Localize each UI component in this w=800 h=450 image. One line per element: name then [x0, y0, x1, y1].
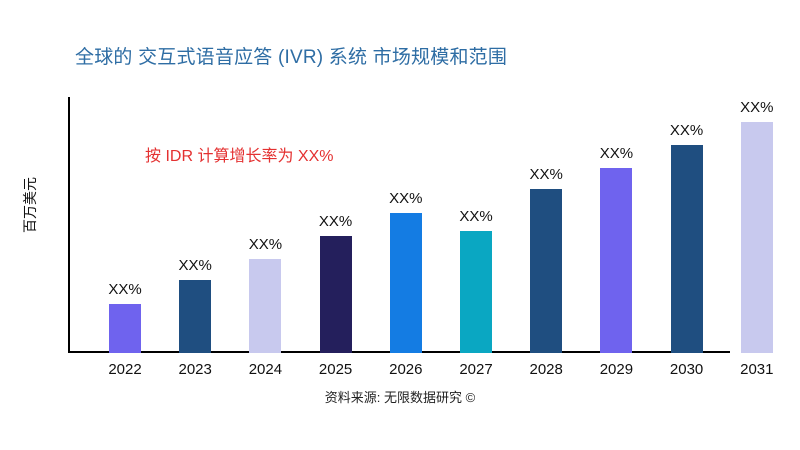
y-axis-label: 百万美元 — [22, 177, 38, 233]
bar — [249, 259, 282, 353]
growth-rate-annotation: 按 IDR 计算增长率为 XX% — [145, 148, 334, 165]
bar-value-label: XX% — [669, 121, 704, 139]
y-axis-line — [68, 97, 70, 353]
x-tick-label: 2027 — [459, 361, 493, 378]
x-tick-label: 2022 — [108, 361, 142, 378]
bar — [460, 230, 492, 353]
bar — [109, 304, 141, 353]
bar-value-label: XX% — [178, 257, 212, 275]
bar — [530, 188, 563, 353]
bar-group-2023: XX% 2023 — [160, 97, 230, 378]
bar-value-label: XX% — [740, 99, 774, 117]
bar-value-label: XX% — [318, 213, 353, 231]
source-attribution: 资料来源: 无限数据研究 © — [324, 390, 476, 405]
bar-value-label: XX% — [248, 236, 283, 254]
bar-group-2028: XX% 2028 — [511, 97, 581, 378]
x-tick-label: 2031 — [740, 361, 774, 378]
x-tick-label: 2023 — [178, 361, 212, 378]
bar-group-2027: XX% 2027 — [441, 97, 511, 378]
bar — [670, 144, 703, 353]
x-tick-label: 2026 — [389, 361, 423, 378]
bar-group-2024: XX% 2024 — [230, 97, 300, 378]
bar-group-2025: XX% 2025 — [301, 97, 371, 378]
bar-group-2029: XX% 2029 — [581, 97, 651, 378]
bar-group-2030: XX% 2030 — [652, 97, 722, 378]
bar-value-label: XX% — [529, 165, 563, 183]
bar-value-label: XX% — [459, 207, 493, 225]
bar-value-label: XX% — [389, 189, 423, 207]
bar — [389, 212, 422, 353]
bar-value-label: XX% — [599, 144, 634, 162]
x-tick-label: 2028 — [529, 361, 563, 378]
bar — [740, 122, 773, 353]
bar-value-label: XX% — [108, 281, 142, 299]
plot-area: XX% 2022 XX% 2023 XX% 2024 XX% 2025 XX% 2026 XX% 20… — [68, 97, 780, 378]
chart-title: 全球的 交互式语音应答 (IVR) 系统 市场规模和范围 — [75, 47, 508, 68]
x-tick-label: 2029 — [599, 361, 634, 378]
bar — [600, 167, 633, 353]
x-tick-label: 2024 — [248, 361, 283, 378]
bar — [179, 280, 212, 353]
bar — [319, 236, 352, 353]
bar-group-2031: XX% 2031 — [722, 97, 792, 378]
bar-group-2026: XX% 2026 — [371, 97, 441, 378]
x-tick-label: 2025 — [318, 361, 353, 378]
x-tick-label: 2030 — [669, 361, 704, 378]
bar-group-2022: XX% 2022 — [90, 97, 160, 378]
